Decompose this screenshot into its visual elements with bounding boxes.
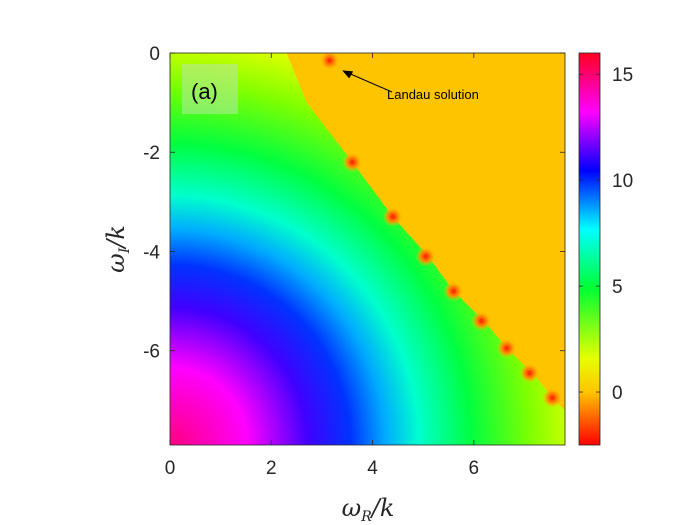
x-axis-label-sub: R xyxy=(360,509,372,525)
heatmap-plot-area xyxy=(170,53,565,445)
y-axis-label: ωI/k xyxy=(102,225,133,273)
x-axis-ticks: 0 2 4 6 xyxy=(165,53,479,479)
landau-root-point xyxy=(451,288,456,294)
y-axis-label-suffix: /k xyxy=(102,225,130,250)
landau-root-point xyxy=(550,395,555,401)
flat-orange-region xyxy=(286,53,565,411)
panel-label-box xyxy=(182,64,238,114)
y-axis-label-main: ω xyxy=(102,253,130,273)
colorbar xyxy=(578,52,601,446)
x-axis-label-suffix: /k xyxy=(370,494,395,522)
landau-roots-layer xyxy=(319,53,563,408)
landau-root-point xyxy=(327,58,332,63)
landau-root-point xyxy=(423,254,428,259)
colorbar-tick-label: 10 xyxy=(612,171,633,192)
colorbar-tick-label: 5 xyxy=(612,277,623,298)
annotation-arrow-line xyxy=(348,72,393,93)
annotation-arrow-head xyxy=(342,70,354,79)
y-axis-label-sub: I xyxy=(117,247,133,254)
landau-root-point xyxy=(350,159,355,165)
x-axis-label-main: ω xyxy=(342,494,362,522)
x-tick-label: 6 xyxy=(469,458,480,479)
x-tick-label: 0 xyxy=(165,458,176,479)
x-axis-label: ωR/k xyxy=(342,494,395,525)
plot-frame xyxy=(169,52,566,446)
landau-root-point xyxy=(479,318,484,324)
y-tick-label: -4 xyxy=(143,242,160,263)
landau-annotation: Landau solution xyxy=(342,70,479,102)
y-tick-label: -2 xyxy=(143,143,160,164)
landau-root-point xyxy=(527,370,532,376)
x-tick-label: 4 xyxy=(367,458,378,479)
colorbar-tick-label: 0 xyxy=(612,383,623,404)
colorbar-tick-label: 15 xyxy=(612,65,633,86)
landau-root-point xyxy=(390,214,396,219)
x-tick-label: 2 xyxy=(266,458,277,479)
panel-label: (a) xyxy=(191,79,218,104)
y-axis-ticks: 0 -2 -4 -6 xyxy=(143,44,565,363)
y-tick-label: -6 xyxy=(143,342,160,363)
annotation-label: Landau solution xyxy=(387,87,479,102)
y-tick-label: 0 xyxy=(149,44,160,65)
colorbar-ticks: 0 5 10 15 xyxy=(579,65,633,404)
landau-root-point xyxy=(504,346,509,351)
